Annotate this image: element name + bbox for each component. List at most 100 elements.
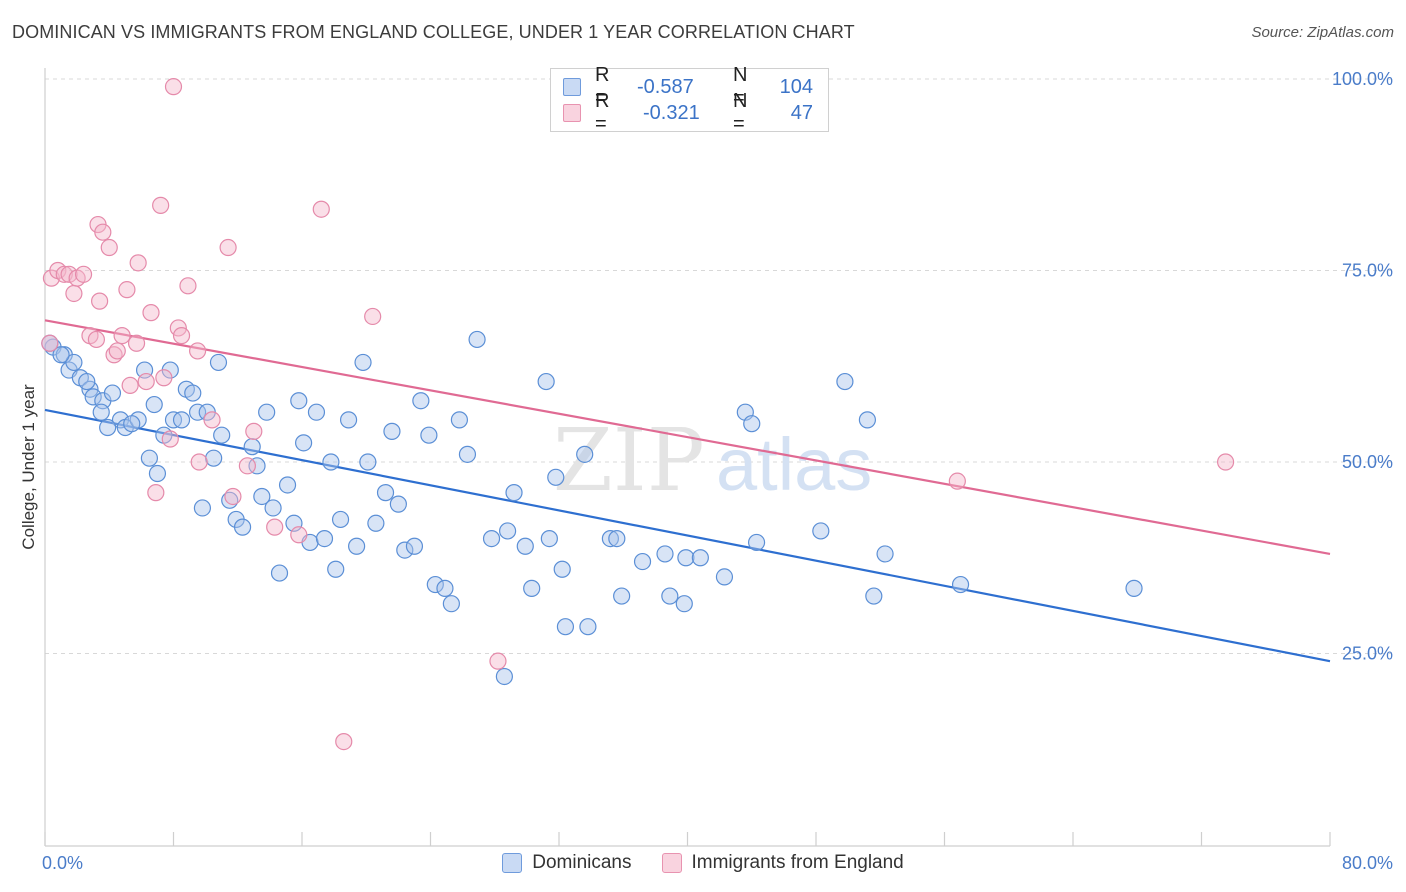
y-tick-label: 100.0%: [1332, 69, 1393, 89]
point-dominicans: [691, 549, 709, 567]
point-dominicans: [367, 514, 385, 532]
point-dominicans: [482, 529, 501, 548]
legend-row-england: R = -0.321 N = 47: [563, 90, 813, 135]
point-dominicans: [1125, 579, 1143, 597]
legend-n-value: 47: [790, 101, 813, 124]
point-england: [87, 330, 106, 349]
point-dominicans: [331, 510, 350, 529]
point-england: [161, 430, 179, 448]
point-dominicans: [188, 403, 207, 421]
point-england: [164, 78, 183, 96]
point-dominicans: [253, 487, 271, 506]
point-england: [172, 327, 191, 345]
point-dominicans: [193, 499, 212, 517]
legend-n-label: N =: [733, 64, 748, 109]
y-axis-label: College, Under 1 year: [19, 384, 38, 550]
point-england: [290, 526, 308, 544]
series-legend: Dominicans Immigrants from England: [0, 852, 1406, 874]
point-england: [55, 265, 73, 283]
point-dominicans: [376, 484, 395, 502]
legend-swatch-blue: [563, 78, 581, 96]
point-england: [65, 284, 83, 303]
point-dominicans: [359, 453, 377, 471]
point-england: [266, 518, 284, 536]
point-dominicans: [553, 560, 571, 578]
point-dominicans: [389, 495, 407, 513]
point-dominicans: [450, 411, 469, 429]
legend-item-dominicans: Dominicans: [502, 852, 632, 874]
point-dominicans: [576, 445, 594, 463]
watermark: ZIP atlas: [553, 411, 872, 511]
point-england: [152, 196, 170, 214]
point-england: [489, 652, 507, 670]
legend-swatch-blue: [502, 853, 523, 873]
point-dominicans: [442, 595, 460, 613]
point-dominicans: [123, 415, 141, 433]
point-england: [948, 472, 966, 490]
tick-labels: 25.0% 50.0% 75.0% 100.0% 0.0% 80.0%: [42, 69, 1393, 873]
point-dominicans: [747, 533, 766, 552]
point-dominicans: [876, 545, 894, 563]
point-dominicans: [540, 529, 558, 548]
point-england: [127, 334, 146, 352]
data-points: [41, 70, 1235, 751]
point-dominicans: [499, 522, 517, 540]
point-england: [137, 372, 155, 391]
y-tick-label: 50.0%: [1342, 452, 1393, 472]
legend-swatch-pink: [661, 853, 682, 873]
point-dominicans: [327, 560, 345, 578]
point-dominicans: [278, 476, 297, 494]
point-dominicans: [633, 552, 652, 571]
point-dominicans: [396, 541, 414, 559]
point-dominicans: [812, 522, 830, 540]
point-dominicans: [547, 468, 565, 486]
point-dominicans: [145, 395, 163, 414]
point-dominicans: [537, 372, 555, 391]
point-dominicans: [420, 426, 438, 444]
point-england: [335, 732, 353, 751]
point-england: [364, 307, 382, 326]
point-dominicans: [92, 403, 110, 421]
point-dominicans: [184, 384, 202, 402]
point-dominicans: [858, 411, 877, 429]
point-dominicans: [468, 330, 486, 349]
point-england: [142, 304, 160, 322]
point-england: [312, 200, 330, 218]
point-dominicans: [148, 464, 167, 483]
point-dominicans: [172, 411, 191, 429]
watermark-zip: ZIP: [553, 411, 705, 511]
point-dominicans: [383, 422, 401, 440]
point-dominicans: [264, 499, 282, 517]
trend-line-dominicans: [44, 408, 1331, 663]
point-dominicans: [865, 587, 883, 605]
point-dominicans: [743, 415, 761, 433]
point-england: [118, 281, 136, 299]
grid-lines: [45, 78, 1392, 654]
legend-n-label: N =: [733, 90, 748, 135]
point-dominicans: [52, 346, 70, 364]
point-england: [41, 334, 59, 352]
point-england: [1216, 453, 1235, 471]
point-dominicans: [715, 568, 734, 586]
point-dominicans: [656, 545, 674, 563]
point-england: [203, 411, 221, 429]
point-england: [219, 238, 237, 257]
legend-r-label: R =: [595, 90, 610, 135]
point-dominicans: [412, 392, 430, 410]
point-england: [179, 277, 197, 295]
point-dominicans: [65, 353, 83, 372]
point-dominicans: [307, 403, 326, 421]
point-england: [155, 369, 173, 387]
point-dominicans: [290, 392, 308, 410]
point-dominicans: [579, 618, 597, 636]
point-dominicans: [295, 434, 313, 452]
axes: [44, 68, 1331, 847]
point-dominicans: [339, 411, 358, 429]
point-dominicans: [248, 457, 266, 475]
point-england: [113, 327, 131, 345]
x-tick-label: 0.0%: [42, 853, 83, 873]
point-england: [100, 238, 118, 257]
point-dominicans: [601, 529, 620, 548]
point-england: [129, 254, 147, 272]
legend-r-value: -0.321: [643, 101, 700, 124]
